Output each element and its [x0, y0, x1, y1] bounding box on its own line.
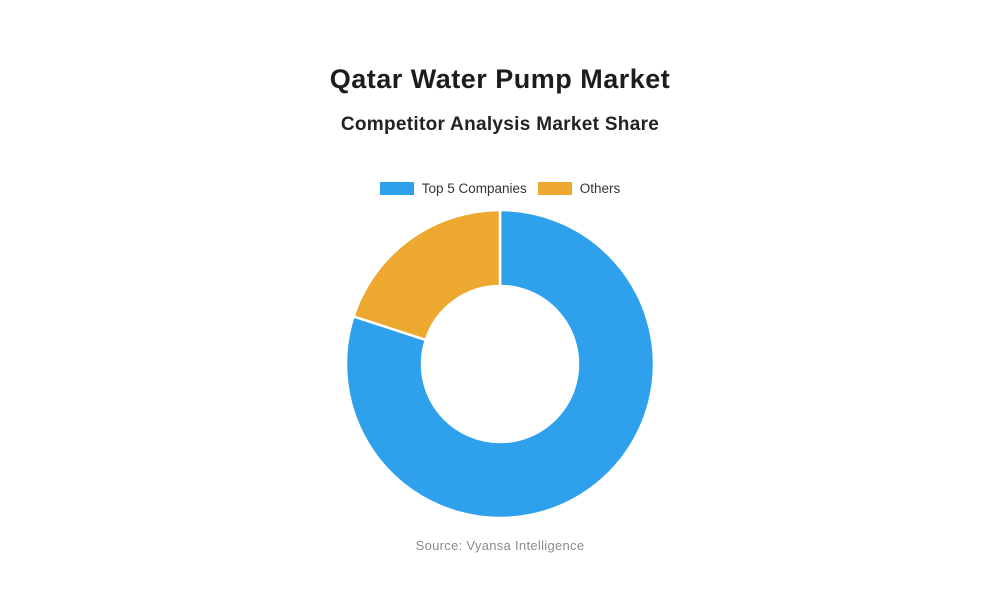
legend-swatch-top-5-companies [379, 182, 414, 196]
legend-swatch-others [537, 182, 572, 196]
source-note: Source: Vyansa Intelligence [415, 538, 585, 553]
chart-subtitle: Competitor Analysis Market Share [340, 114, 660, 135]
donut-segment-others [352, 208, 502, 342]
donut-chart [344, 208, 656, 520]
legend-item-others: Others [537, 181, 621, 196]
legend-label-top-5-companies: Top 5 Companies [421, 181, 527, 196]
chart-legend: Top 5 Companies Others [0, 182, 1000, 196]
legend-item-top-5-companies: Top 5 Companies [379, 181, 527, 196]
donut-segment-top-5-companies [344, 208, 656, 520]
chart-title: Qatar Water Pump Market [329, 64, 671, 94]
legend-label-others: Others [579, 181, 621, 196]
